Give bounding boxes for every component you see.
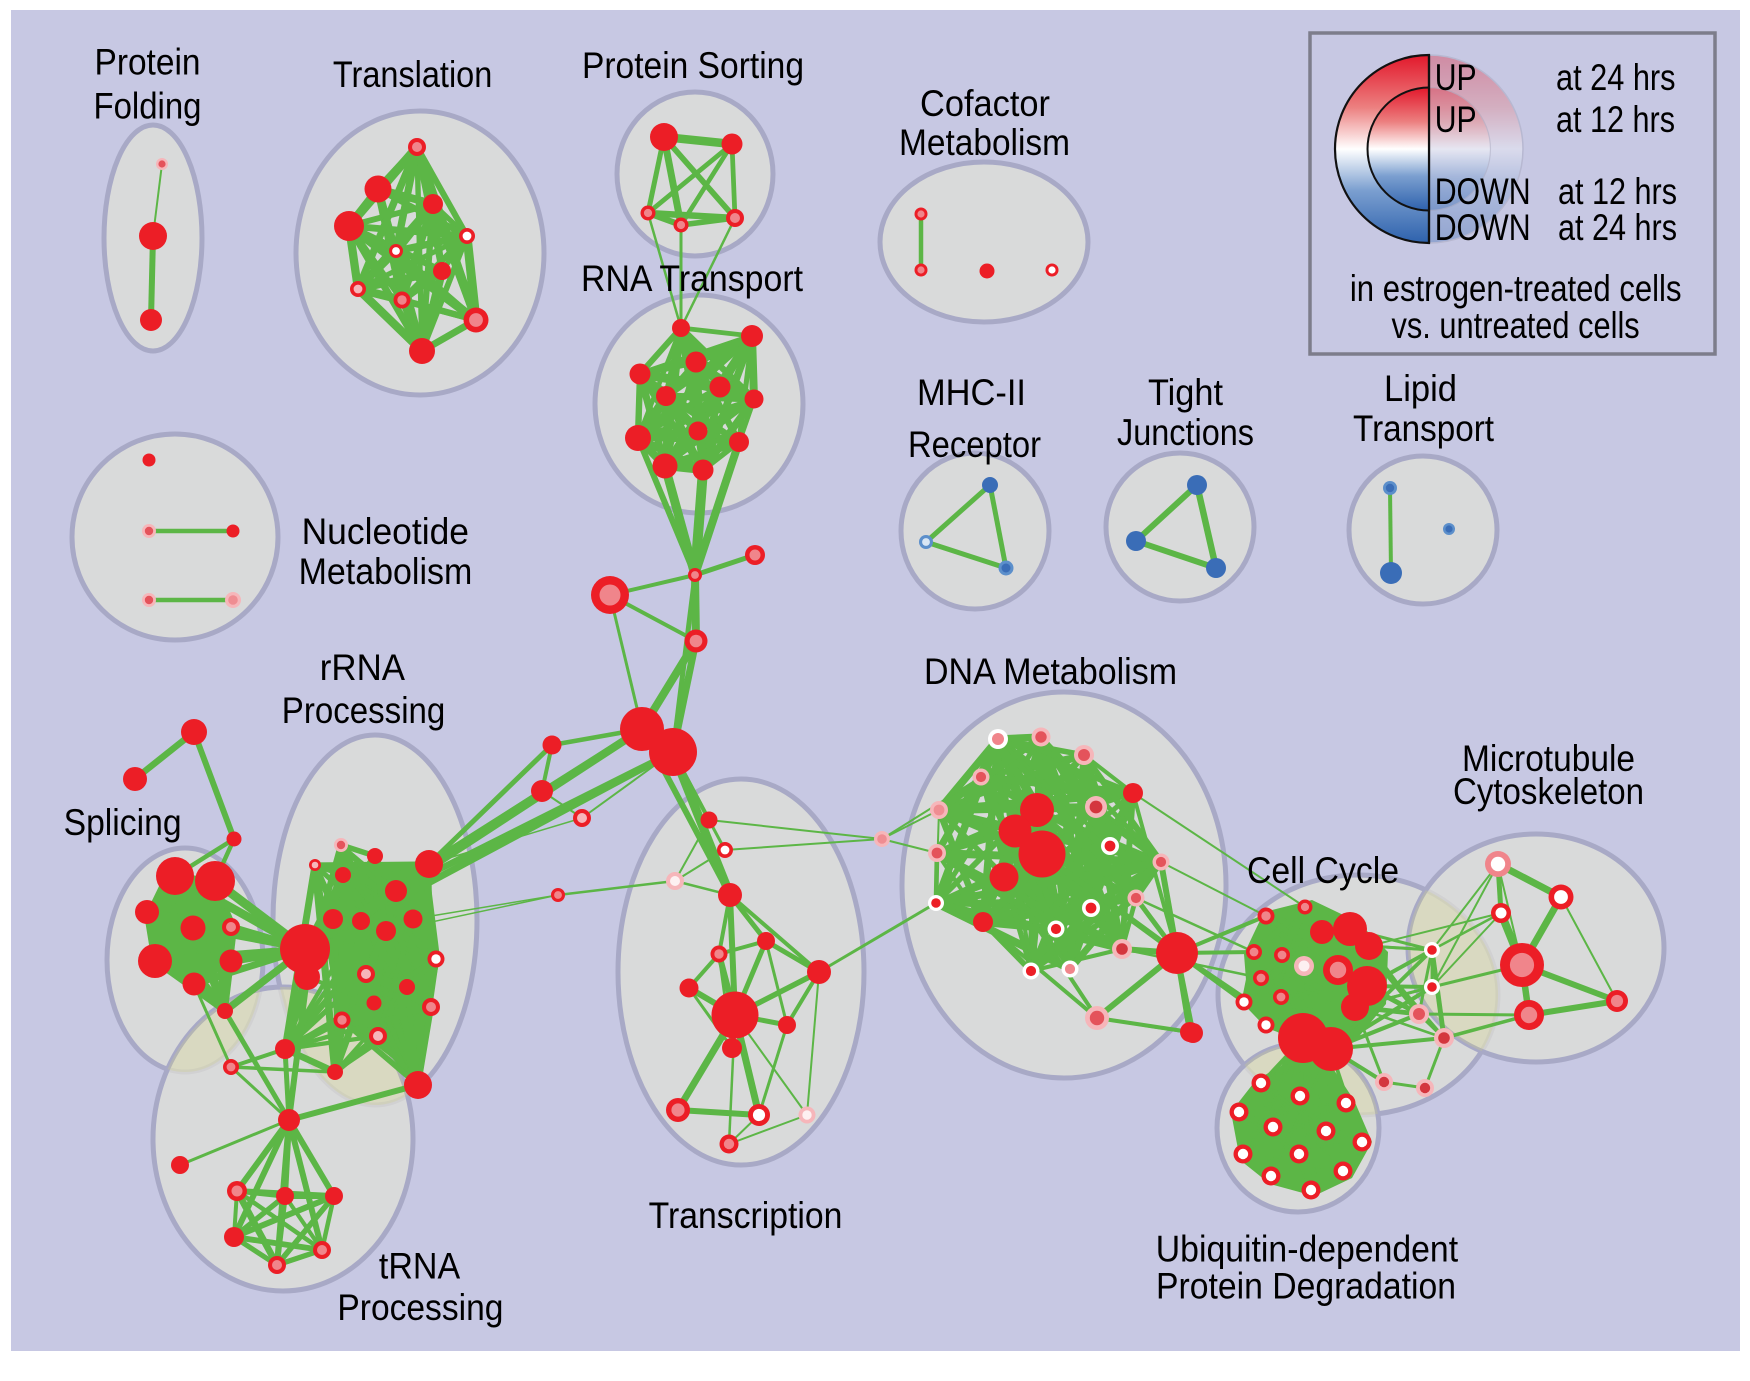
svg-text:Metabolism: Metabolism bbox=[899, 122, 1070, 163]
svg-text:Junctions: Junctions bbox=[1117, 412, 1254, 453]
svg-text:Transcription: Transcription bbox=[649, 1195, 843, 1236]
svg-text:Protein Degradation: Protein Degradation bbox=[1156, 1266, 1456, 1307]
svg-text:vs. untreated cells: vs. untreated cells bbox=[1392, 305, 1640, 346]
svg-text:Processing: Processing bbox=[282, 690, 446, 731]
svg-text:Metabolism: Metabolism bbox=[299, 551, 473, 592]
svg-text:Cell Cycle: Cell Cycle bbox=[1247, 850, 1399, 891]
svg-text:in estrogen-treated cells: in estrogen-treated cells bbox=[1350, 268, 1682, 309]
svg-text:Transport: Transport bbox=[1353, 408, 1495, 449]
svg-text:Splicing: Splicing bbox=[64, 802, 182, 843]
svg-text:Ubiquitin-dependent: Ubiquitin-dependent bbox=[1156, 1229, 1459, 1270]
svg-text:Protein: Protein bbox=[95, 42, 201, 83]
svg-text:Receptor: Receptor bbox=[908, 424, 1041, 465]
svg-text:RNA Transport: RNA Transport bbox=[581, 258, 804, 299]
svg-text:DOWN: DOWN bbox=[1435, 171, 1531, 212]
svg-text:at 24 hrs: at 24 hrs bbox=[1558, 207, 1677, 248]
svg-text:MHC-II: MHC-II bbox=[917, 372, 1026, 413]
svg-text:UP: UP bbox=[1435, 57, 1477, 98]
svg-text:Lipid: Lipid bbox=[1384, 368, 1457, 409]
svg-text:Processing: Processing bbox=[337, 1287, 503, 1328]
svg-text:at 24 hrs: at 24 hrs bbox=[1556, 57, 1676, 98]
svg-text:Nucleotide: Nucleotide bbox=[302, 511, 469, 552]
svg-text:Cofactor: Cofactor bbox=[920, 83, 1050, 124]
svg-text:Microtubule: Microtubule bbox=[1462, 738, 1635, 779]
svg-text:at 12 hrs: at 12 hrs bbox=[1558, 171, 1677, 212]
svg-text:Cytoskeleton: Cytoskeleton bbox=[1453, 771, 1644, 812]
svg-text:DNA Metabolism: DNA Metabolism bbox=[924, 651, 1177, 692]
svg-text:DOWN: DOWN bbox=[1435, 207, 1531, 248]
svg-text:at 12 hrs: at 12 hrs bbox=[1556, 99, 1675, 140]
svg-text:Folding: Folding bbox=[94, 86, 202, 127]
svg-text:Protein Sorting: Protein Sorting bbox=[582, 45, 804, 86]
svg-text:Translation: Translation bbox=[333, 54, 492, 95]
svg-text:rRNA: rRNA bbox=[320, 647, 405, 688]
svg-text:UP: UP bbox=[1435, 99, 1477, 140]
svg-text:Tight: Tight bbox=[1148, 372, 1224, 413]
svg-text:tRNA: tRNA bbox=[379, 1246, 461, 1287]
